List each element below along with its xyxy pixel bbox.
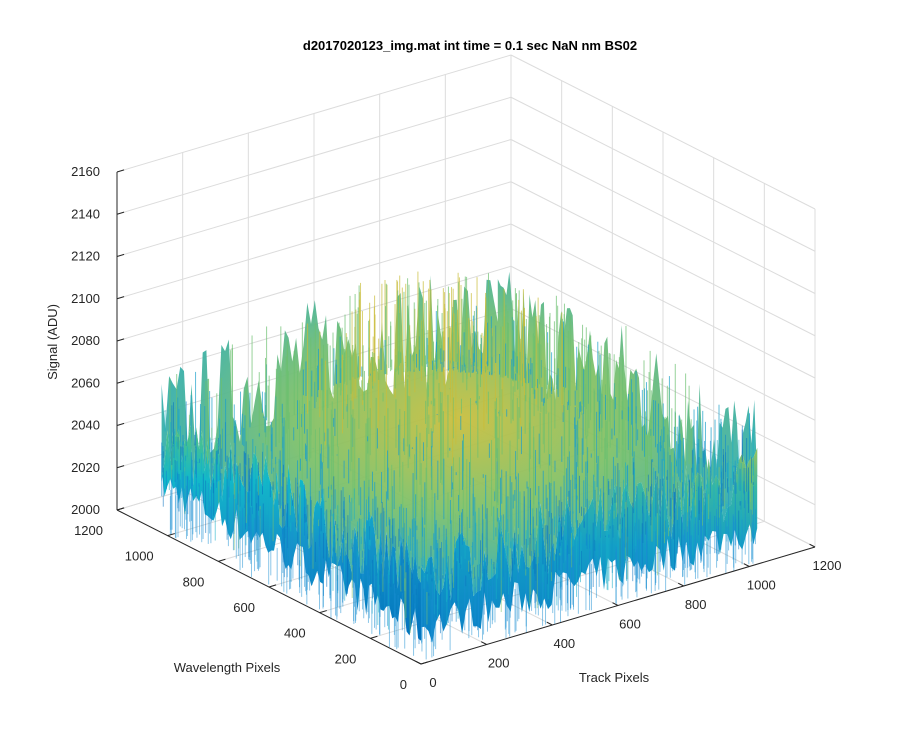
- axes: [116, 169, 816, 665]
- z-tick-label: 2080: [71, 333, 100, 348]
- y-tick-label: 1200: [74, 523, 103, 538]
- x-tick-label: 1000: [747, 578, 776, 593]
- y-tick-label: 0: [400, 677, 407, 692]
- y-tick: [218, 558, 226, 562]
- grid-line-z-right: [510, 181, 816, 337]
- grid-line-z-right: [510, 96, 816, 252]
- z-tick-label: 2060: [71, 375, 100, 390]
- z-tick: [116, 465, 125, 469]
- z-tick-label: 2120: [71, 249, 100, 264]
- z-tick: [116, 507, 125, 511]
- x-tick: [743, 563, 750, 567]
- x-tick: [480, 641, 487, 645]
- x-tick: [612, 602, 619, 606]
- y-tick: [167, 533, 175, 537]
- y-tick: [370, 635, 378, 639]
- x-tick: [677, 582, 684, 587]
- grid-line-z-back: [116, 223, 512, 342]
- x-tick-label: 0: [429, 675, 436, 690]
- grid-line-z-right: [510, 139, 816, 294]
- chart-title: d2017020123_img.mat int time = 0.1 sec N…: [303, 38, 637, 53]
- tick-labels: 0 200 400 600 800 1000 1200 0 200 400 600 800 1000 12…: [71, 164, 841, 692]
- y-axis-label: Wavelength Pixels: [174, 660, 281, 675]
- z-tick: [116, 380, 125, 384]
- y-tick-label: 800: [183, 574, 205, 589]
- grid-line-z-right: [510, 265, 816, 421]
- x-tick: [546, 621, 553, 626]
- z-tick: [116, 338, 125, 342]
- z-tick-label: 2020: [71, 460, 100, 475]
- y-tick: [420, 661, 429, 665]
- z-tick: [116, 211, 125, 215]
- grid-line-z-back: [116, 54, 512, 173]
- x-tick: [415, 660, 422, 665]
- x-tick-label: 600: [619, 617, 641, 632]
- grid-line-z-right: [510, 223, 816, 379]
- surface-plot: [161, 271, 758, 660]
- z-tick-label: 2100: [71, 291, 100, 306]
- x-tick-label: 400: [553, 636, 575, 651]
- y-tick: [268, 584, 277, 588]
- y-tick-label: 400: [284, 626, 306, 641]
- grid-line-z-back: [116, 139, 512, 257]
- z-tick-label: 2000: [71, 502, 100, 517]
- x-tick-label: 1200: [813, 558, 842, 573]
- z-tick: [116, 296, 125, 300]
- x-tick: [809, 543, 816, 548]
- z-tick-label: 2140: [71, 206, 100, 221]
- z-tick-label: 2040: [71, 418, 100, 433]
- grid-line-z-right: [510, 54, 816, 210]
- y-tick: [319, 610, 327, 614]
- y-tick-label: 600: [233, 600, 255, 615]
- y-tick-label: 200: [335, 651, 357, 666]
- z-tick-label: 2160: [71, 164, 100, 179]
- z-tick: [116, 422, 125, 426]
- x-tick-label: 800: [685, 597, 707, 612]
- grid-line-z-back: [116, 96, 512, 215]
- grid-line-z-back: [116, 181, 512, 300]
- y-tick-label: 1000: [125, 549, 154, 564]
- z-tick: [116, 169, 125, 173]
- z-tick: [116, 253, 125, 257]
- z-axis-label: Signal (ADU): [45, 304, 60, 380]
- x-axis-label: Track Pixels: [579, 670, 650, 685]
- x-tick-label: 200: [488, 656, 510, 671]
